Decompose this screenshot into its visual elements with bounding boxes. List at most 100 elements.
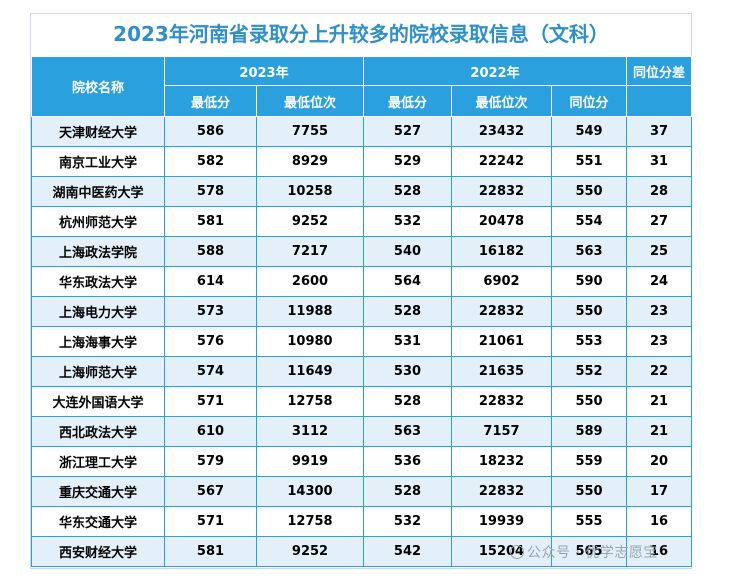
score-diff-cell: 16 (626, 536, 693, 567)
header-school: 院校名称 (31, 56, 165, 117)
min-score-2022-cell: 564 (363, 266, 452, 297)
same-score-cell: 563 (550, 236, 628, 267)
header-same-score: 同位分 (550, 85, 628, 117)
min-score-2022-cell: 529 (363, 146, 452, 177)
same-score-cell: 550 (550, 476, 628, 507)
score-diff-cell: 21 (626, 416, 693, 447)
table-row: 上海电力大学 573 11988 528 22832 550 23 (31, 296, 693, 327)
header-2022-min-score: 最低分 (363, 85, 452, 117)
table-row: 上海师范大学 574 11649 530 21635 552 22 (31, 356, 693, 387)
table-row: 西安财经大学 581 9252 542 15204 565 16 (31, 536, 693, 567)
min-rank-2023-cell: 9252 (256, 536, 364, 567)
min-rank-2023-cell: 11649 (256, 356, 364, 387)
min-score-2023-cell: 581 (164, 206, 257, 237)
same-score-cell: 565 (550, 536, 628, 567)
school-name-cell: 上海政法学院 (31, 236, 165, 267)
min-rank-2022-cell: 21635 (451, 356, 552, 387)
min-rank-2022-cell: 21061 (451, 326, 552, 357)
wechat-icon (510, 545, 524, 559)
min-rank-2023-cell: 2600 (256, 266, 364, 297)
min-rank-2022-cell: 20478 (451, 206, 552, 237)
table-body: 天津财经大学 586 7755 527 23432 549 37 南京工业大学 582 8929 5… (31, 116, 693, 567)
min-score-2023-cell: 614 (164, 266, 257, 297)
min-score-2022-cell: 530 (363, 356, 452, 387)
watermark: 公众号 · 优学志愿宝 (510, 542, 658, 562)
score-diff-cell: 25 (626, 236, 693, 267)
min-rank-2023-cell: 14300 (256, 476, 364, 507)
header-2022: 2022年 (362, 56, 628, 86)
min-rank-2022-cell: 18232 (451, 446, 552, 477)
score-diff-cell: 27 (626, 206, 693, 237)
header-2023-min-rank: 最低位次 (256, 85, 364, 117)
header-2023: 2023年 (164, 56, 364, 86)
school-name-cell: 重庆交通大学 (31, 476, 165, 507)
school-name-cell: 华东交通大学 (31, 506, 165, 537)
score-diff-cell: 17 (626, 476, 693, 507)
table-row: 南京工业大学 582 8929 529 22242 551 31 (31, 146, 693, 177)
min-score-2022-cell: 527 (363, 116, 452, 147)
score-diff-cell: 23 (626, 326, 693, 357)
min-score-2023-cell: 582 (164, 146, 257, 177)
min-score-2022-cell: 532 (363, 506, 452, 537)
score-diff-cell: 24 (626, 266, 693, 297)
table-row: 华东政法大学 614 2600 564 6902 590 24 (31, 266, 693, 297)
min-score-2023-cell: 576 (164, 326, 257, 357)
min-score-2022-cell: 528 (363, 476, 452, 507)
table-row: 杭州师范大学 581 9252 532 20478 554 27 (31, 206, 693, 237)
header-diff: 同位分差 (626, 56, 693, 86)
min-score-2023-cell: 571 (164, 386, 257, 417)
min-score-2023-cell: 567 (164, 476, 257, 507)
min-rank-2022-cell: 7157 (451, 416, 552, 447)
header-2022-min-rank: 最低位次 (451, 85, 552, 117)
min-score-2023-cell: 574 (164, 356, 257, 387)
min-score-2023-cell: 571 (164, 506, 257, 537)
min-rank-2023-cell: 9919 (256, 446, 364, 477)
min-score-2023-cell: 573 (164, 296, 257, 327)
min-rank-2023-cell: 8929 (256, 146, 364, 177)
min-score-2022-cell: 540 (363, 236, 452, 267)
min-rank-2022-cell: 16182 (451, 236, 552, 267)
same-score-cell: 549 (550, 116, 628, 147)
same-score-cell: 590 (550, 266, 628, 297)
school-name-cell: 天津财经大学 (31, 116, 165, 147)
min-rank-2023-cell: 10258 (256, 176, 364, 207)
school-name-cell: 上海海事大学 (31, 326, 165, 357)
min-score-2022-cell: 532 (363, 206, 452, 237)
min-score-2023-cell: 578 (164, 176, 257, 207)
min-score-2022-cell: 536 (363, 446, 452, 477)
school-name-cell: 杭州师范大学 (31, 206, 165, 237)
min-rank-2023-cell: 3112 (256, 416, 364, 447)
school-name-cell: 上海师范大学 (31, 356, 165, 387)
min-score-2023-cell: 588 (164, 236, 257, 267)
min-rank-2023-cell: 12758 (256, 386, 364, 417)
same-score-cell: 550 (550, 296, 628, 327)
school-name-cell: 华东政法大学 (31, 266, 165, 297)
min-rank-2023-cell: 12758 (256, 506, 364, 537)
table-row: 西北政法大学 610 3112 563 7157 589 21 (31, 416, 693, 447)
min-score-2022-cell: 531 (363, 326, 452, 357)
min-score-2023-cell: 586 (164, 116, 257, 147)
score-diff-cell: 28 (626, 176, 693, 207)
min-rank-2022-cell: 19939 (451, 506, 552, 537)
min-rank-2023-cell: 7755 (256, 116, 364, 147)
same-score-cell: 550 (550, 386, 628, 417)
table-row: 华东交通大学 571 12758 532 19939 555 16 (31, 506, 693, 537)
table-row: 上海海事大学 576 10980 531 21061 553 23 (31, 326, 693, 357)
min-rank-2023-cell: 11988 (256, 296, 364, 327)
school-name-cell: 大连外国语大学 (31, 386, 165, 417)
min-score-2022-cell: 542 (363, 536, 452, 567)
score-diff-cell: 37 (626, 116, 693, 147)
min-score-2022-cell: 528 (363, 386, 452, 417)
min-rank-2022-cell: 23432 (451, 116, 552, 147)
min-score-2022-cell: 528 (363, 296, 452, 327)
score-diff-cell: 16 (626, 506, 693, 537)
same-score-cell: 555 (550, 506, 628, 537)
school-name-cell: 西安财经大学 (31, 536, 165, 567)
min-score-2023-cell: 581 (164, 536, 257, 567)
min-rank-2022-cell: 22832 (451, 176, 552, 207)
min-rank-2022-cell: 15204 (451, 536, 552, 567)
school-name-cell: 南京工业大学 (31, 146, 165, 177)
min-rank-2022-cell: 22832 (451, 296, 552, 327)
min-rank-2022-cell: 22832 (451, 386, 552, 417)
same-score-cell: 552 (550, 356, 628, 387)
